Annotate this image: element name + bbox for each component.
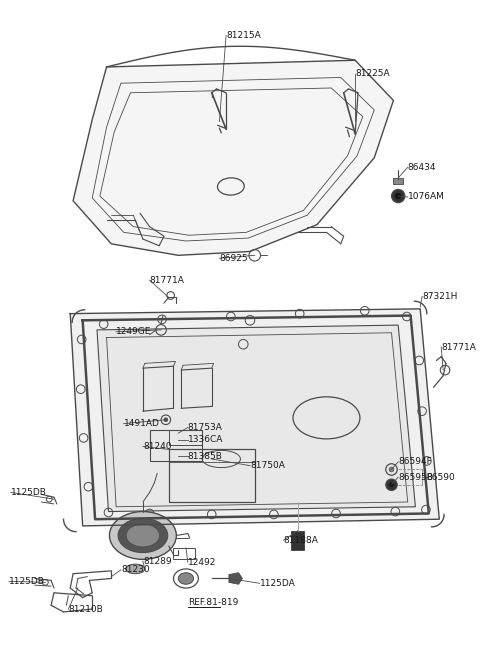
Text: 1125DB: 1125DB — [11, 488, 47, 497]
Text: REF.81-819: REF.81-819 — [188, 598, 238, 607]
Circle shape — [390, 483, 394, 487]
Polygon shape — [229, 572, 242, 584]
Polygon shape — [70, 309, 439, 526]
Text: 86925: 86925 — [219, 253, 248, 263]
Text: 86434: 86434 — [408, 163, 436, 172]
Text: 86594F: 86594F — [398, 457, 432, 466]
Text: 86595B: 86595B — [398, 473, 433, 481]
Text: 81385B: 81385B — [188, 451, 223, 460]
Ellipse shape — [118, 518, 168, 553]
Text: 81750A: 81750A — [250, 461, 285, 470]
Text: 1125DA: 1125DA — [260, 579, 295, 588]
Polygon shape — [73, 60, 394, 255]
Bar — [173, 548, 194, 559]
Text: 81215A: 81215A — [226, 31, 261, 40]
Circle shape — [389, 467, 394, 472]
Text: 1249GE: 1249GE — [116, 328, 152, 336]
Text: 81771A: 81771A — [441, 343, 476, 352]
Circle shape — [396, 193, 401, 199]
Text: 1076AM: 1076AM — [408, 193, 444, 202]
Text: 86590: 86590 — [427, 473, 456, 481]
Bar — [394, 178, 403, 183]
Bar — [291, 531, 304, 550]
Text: 81753A: 81753A — [188, 423, 223, 432]
Polygon shape — [97, 325, 415, 512]
Ellipse shape — [126, 564, 145, 574]
Bar — [168, 430, 202, 445]
Circle shape — [392, 189, 405, 203]
Bar — [150, 430, 202, 461]
Circle shape — [386, 479, 397, 491]
Ellipse shape — [126, 524, 160, 547]
Text: 81188A: 81188A — [284, 536, 318, 545]
Ellipse shape — [178, 572, 193, 584]
Text: 12492: 12492 — [188, 557, 216, 567]
Text: 1491AD: 1491AD — [124, 419, 160, 428]
Text: 1336CA: 1336CA — [188, 436, 223, 444]
Text: 81225A: 81225A — [355, 69, 390, 78]
Bar — [168, 449, 255, 502]
Text: 81771A: 81771A — [150, 276, 184, 285]
Ellipse shape — [109, 512, 176, 559]
Text: 81240: 81240 — [143, 442, 171, 451]
Text: 81210B: 81210B — [68, 605, 103, 614]
Text: 81289: 81289 — [143, 557, 171, 566]
Text: 1125DB: 1125DB — [9, 577, 45, 586]
Text: 81230: 81230 — [121, 565, 150, 574]
Circle shape — [164, 418, 168, 422]
Text: 87321H: 87321H — [422, 292, 457, 301]
